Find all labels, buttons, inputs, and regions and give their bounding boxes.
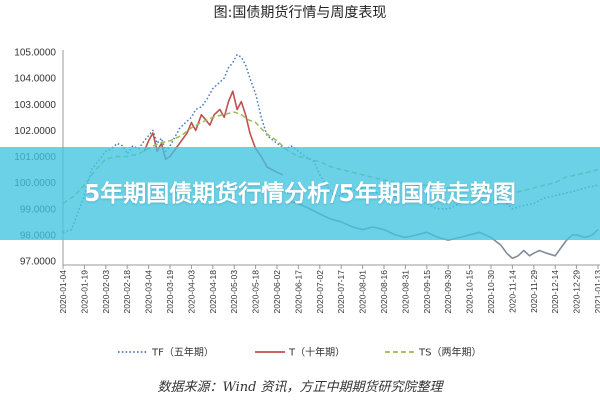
x-tick-label: 2020-08-31 — [400, 270, 410, 314]
x-tick-label: 2020-02-18 — [122, 270, 132, 314]
x-tick-label: 2020-12-14 — [550, 270, 560, 314]
source-note: 数据来源：Wind 资讯，方正中期期货研究院整理 — [157, 380, 443, 395]
x-tick-label: 2020-03-04 — [144, 270, 154, 314]
x-tick-label: 2020-06-02 — [272, 270, 282, 314]
y-tick-label: 102.0000 — [14, 126, 56, 137]
y-tick-label: 105.0000 — [14, 48, 56, 59]
x-tick-label: 2020-09-15 — [422, 270, 432, 314]
x-tick-label: 2020-10-15 — [465, 270, 475, 314]
legend-label: TS（两年期） — [418, 346, 481, 359]
x-tick-label: 2021-01-13 — [593, 270, 600, 314]
legend-label: T（十年期） — [288, 346, 345, 359]
x-tick-label: 2020-07-02 — [315, 270, 325, 314]
x-tick-label: 2020-05-03 — [229, 270, 239, 314]
x-tick-label: 2020-09-30 — [443, 270, 453, 314]
x-tick-label: 2020-06-17 — [293, 270, 303, 314]
x-tick-label: 2020-12-29 — [572, 270, 582, 314]
x-tick-label: 2020-02-03 — [101, 270, 111, 314]
x-tick-label: 2020-11-29 — [529, 270, 539, 313]
banner-text: 5年期国债期货行情分析/5年期国债走势图 — [84, 180, 516, 207]
x-tick-label: 2020-03-19 — [165, 270, 175, 314]
x-tick-label: 2020-01-04 — [58, 270, 68, 314]
chart-title: 图:国债期货行情与周度表现 — [213, 5, 387, 21]
legend: TF（五年期） T（十年期） TS（两年期） — [118, 346, 481, 359]
x-tick-label: 2020-05-18 — [251, 270, 261, 314]
x-tick-label: 2020-08-01 — [358, 270, 368, 314]
legend-label: TF（五年期） — [151, 346, 214, 359]
title-banner: 5年期国债期货行情分析/5年期国债走势图 — [0, 147, 600, 240]
x-tick-label: 2020-04-18 — [208, 270, 218, 314]
y-tick-label: 103.0000 — [14, 100, 56, 111]
x-tick-label: 2020-10-30 — [486, 270, 496, 314]
y-tick-label: 104.0000 — [14, 74, 56, 85]
x-tick-label: 2020-04-03 — [186, 270, 196, 314]
x-tick-label: 2020-01-19 — [79, 270, 89, 314]
y-tick-label: 97.0000 — [20, 257, 57, 268]
x-tick-labels: 2020-01-04 2020-01-19 2020-02-03 2020-02-18… — [58, 265, 600, 313]
x-tick-label: 2020-11-14 — [507, 270, 517, 313]
x-tick-label: 2020-08-16 — [379, 270, 389, 314]
x-tick-label: 2020-07-17 — [336, 270, 346, 314]
